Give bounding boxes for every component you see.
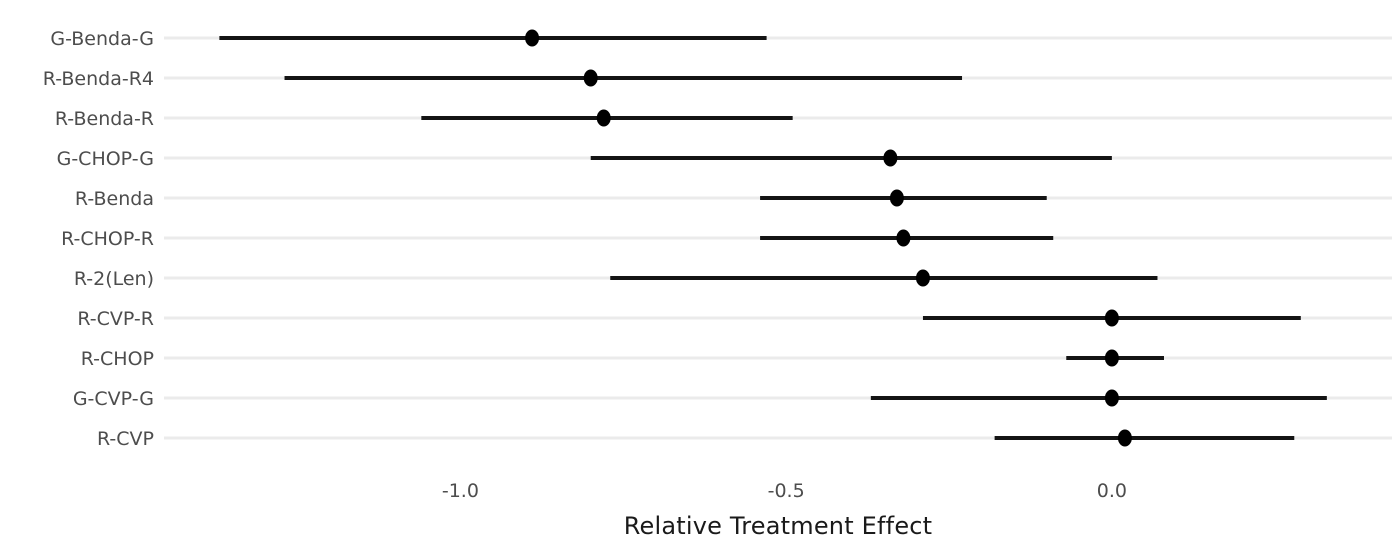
point-estimate <box>883 149 898 167</box>
category-label: R-CHOP <box>81 348 154 370</box>
point-estimate <box>583 69 598 87</box>
category-label: G-Benda-G <box>50 28 154 50</box>
category-label: R-CVP <box>97 428 154 450</box>
point-estimate <box>596 109 611 127</box>
category-label: G-CHOP-G <box>57 148 154 170</box>
category-label: R-Benda-R <box>55 108 154 130</box>
category-label: G-CVP-G <box>73 388 154 410</box>
x-tick-label: -1.0 <box>442 480 479 502</box>
point-estimate <box>889 189 904 207</box>
point-estimate <box>896 229 911 247</box>
point-estimate <box>1104 389 1119 407</box>
point-estimate <box>525 29 540 47</box>
point-estimate <box>1117 429 1132 447</box>
category-label: R-CHOP-R <box>61 228 154 250</box>
point-estimate <box>1104 309 1119 327</box>
category-label: R-Benda-R4 <box>43 68 154 90</box>
x-tick-label: -0.5 <box>768 480 805 502</box>
category-label: R-Benda <box>75 188 154 210</box>
x-tick-label: 0.0 <box>1097 480 1127 502</box>
x-axis-title: Relative Treatment Effect <box>623 512 933 540</box>
point-estimate <box>915 269 930 287</box>
point-estimate <box>1104 349 1119 367</box>
category-label: R-2(Len) <box>74 268 154 290</box>
category-label: R-CVP-R <box>77 308 154 330</box>
